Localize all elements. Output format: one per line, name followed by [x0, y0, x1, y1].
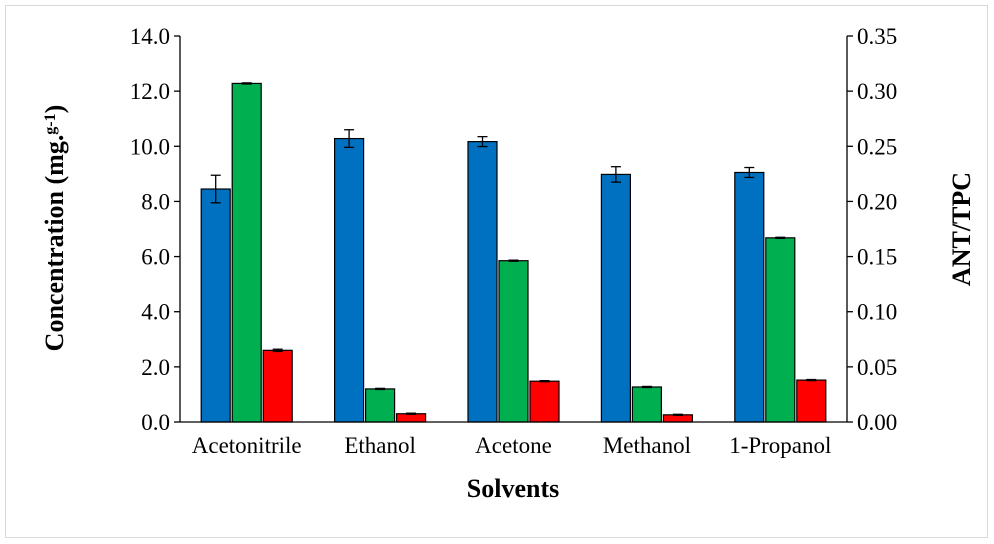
- y-left-ticks: 0.0 2.0 4.0 6.0 8.0 10.0 12.0 14.0: [130, 24, 180, 435]
- error-bar-s2-acetone: [508, 259, 519, 262]
- y-left-title-main: Concentration (mg.: [40, 135, 69, 352]
- x-axis-title: Solvents: [467, 474, 559, 503]
- error-bar-s1-ethanol: [344, 129, 355, 149]
- y-left-tick-label: 0.0: [141, 410, 170, 435]
- bar-s2-acetone: [498, 260, 529, 423]
- y-left-tick-label: 4.0: [141, 300, 170, 325]
- x-tick-label: Ethanol: [344, 433, 416, 458]
- y-right-tick-label: 0.05: [857, 355, 897, 380]
- error-bar-s1-acetonitrile: [210, 174, 221, 204]
- bar-s1-1-propanol: [734, 171, 765, 423]
- bar-s2-1-propanol: [765, 237, 796, 423]
- bar-s3-1-propanol: [796, 379, 827, 423]
- bars-group: [200, 82, 827, 423]
- error-bar-s1-acetone: [477, 135, 488, 148]
- bar-s3-ethanol: [396, 413, 427, 423]
- error-bar-s1-methanol: [610, 166, 621, 183]
- y-right-tick-label: 0.35: [857, 24, 897, 49]
- y-left-axis-title: Concentration (mg.g-1): [40, 105, 69, 352]
- x-tick-label: 1-Propanol: [729, 433, 831, 458]
- y-left-tick-label: 10.0: [130, 134, 170, 159]
- y-left-title-sup: g-1: [42, 113, 59, 134]
- bar-s1-methanol: [600, 173, 632, 423]
- axes-group: [179, 36, 848, 423]
- error-bar-s3-1-propanol: [806, 378, 817, 382]
- bar-s2-ethanol: [365, 388, 396, 423]
- error-bar-s2-acetonitrile: [241, 82, 252, 85]
- bar-s1-acetone: [467, 140, 498, 423]
- y-left-tick-label: 2.0: [141, 355, 170, 380]
- x-tick-label: Methanol: [603, 433, 691, 458]
- bar-s2-acetonitrile: [231, 82, 262, 423]
- bar-s2-methanol: [631, 386, 663, 423]
- y-left-tick-label: 6.0: [141, 245, 170, 270]
- bar-s1-ethanol: [334, 137, 365, 423]
- error-bar-s3-acetonitrile: [272, 348, 283, 353]
- y-right-ticks: 0.00 0.05 0.10 0.15 0.20 0.25 0.30 0.35: [847, 24, 897, 435]
- x-ticks: Acetonitrile Ethanol Acetone Methanol 1-Prop…: [192, 433, 832, 458]
- y-left-tick-label: 12.0: [130, 79, 170, 104]
- error-bar-s3-ethanol: [406, 412, 417, 415]
- y-right-tick-label: 0.00: [857, 410, 897, 435]
- y-right-tick-label: 0.20: [857, 189, 897, 214]
- bar-s1-acetonitrile: [200, 188, 231, 423]
- bar-s3-acetone: [529, 380, 560, 423]
- y-left-tick-label: 8.0: [141, 189, 170, 214]
- y-right-tick-label: 0.15: [857, 245, 897, 270]
- y-right-tick-label: 0.30: [857, 79, 897, 104]
- error-bar-s2-methanol: [641, 385, 652, 389]
- error-bar-s3-acetone: [539, 379, 550, 383]
- error-bar-s2-ethanol: [375, 387, 386, 391]
- error-bar-s3-methanol: [672, 413, 683, 417]
- bar-s3-acetonitrile: [262, 349, 293, 423]
- y-right-axis-title: ANT/TPC: [947, 172, 976, 286]
- y-left-title-end: ): [40, 105, 69, 114]
- x-tick-label: Acetone: [475, 433, 552, 458]
- y-left-tick-label: 14.0: [130, 24, 170, 49]
- error-bar-s2-1-propanol: [775, 236, 786, 240]
- error-bar-s1-1-propanol: [744, 166, 755, 179]
- y-right-tick-label: 0.10: [857, 300, 897, 325]
- y-right-tick-label: 0.25: [857, 134, 897, 159]
- x-tick-label: Acetonitrile: [192, 433, 302, 458]
